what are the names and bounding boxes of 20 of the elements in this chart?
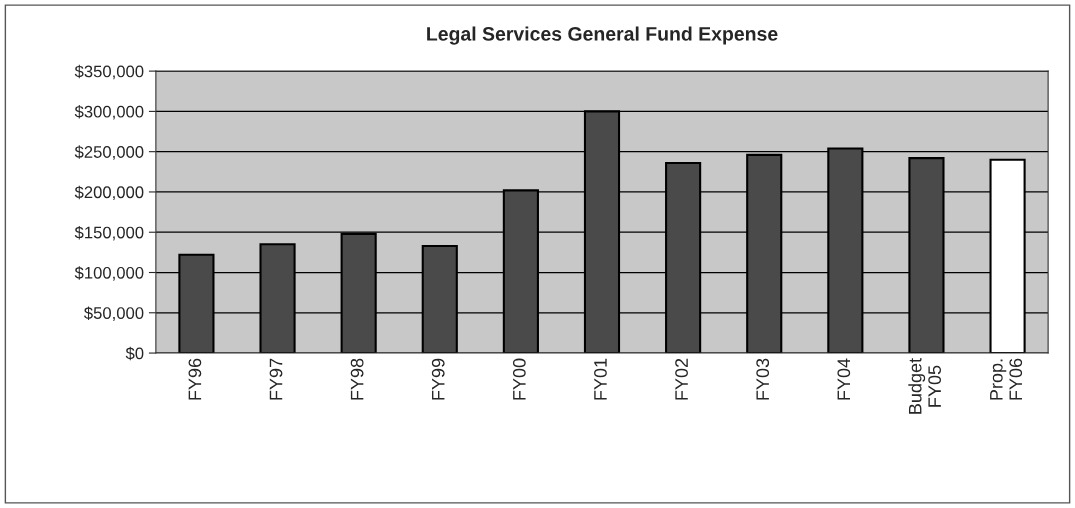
x-tick-label: FY01 — [594, 358, 607, 400]
x-tick-label: FY99 — [431, 358, 445, 400]
y-tick-label: $300,000 — [74, 105, 144, 120]
x-tick-label: FY00 — [512, 358, 526, 400]
y-tick-label: $150,000 — [74, 225, 144, 241]
x-tick-label: FY02 — [675, 358, 688, 400]
x-tick-label: Prop. FY06 — [990, 358, 1023, 400]
x-tick-label: Budget FY05 — [908, 358, 942, 414]
x-tick-label: FY03 — [756, 358, 770, 400]
x-tick-label: FY98 — [350, 358, 364, 400]
chart-title: Legal Services General Fund Expense — [427, 26, 778, 45]
x-tick-label: FY96 — [188, 358, 202, 400]
y-tick-label: $0 — [125, 346, 144, 361]
y-tick-label: $200,000 — [74, 185, 144, 201]
y-tick-label: $350,000 — [74, 64, 144, 80]
y-tick-label: $100,000 — [74, 266, 144, 281]
x-tick-label: FY04 — [837, 358, 851, 400]
y-tick-label: $250,000 — [74, 145, 144, 160]
y-tick-label: $50,000 — [84, 306, 144, 321]
x-tick-label: FY97 — [269, 358, 283, 400]
